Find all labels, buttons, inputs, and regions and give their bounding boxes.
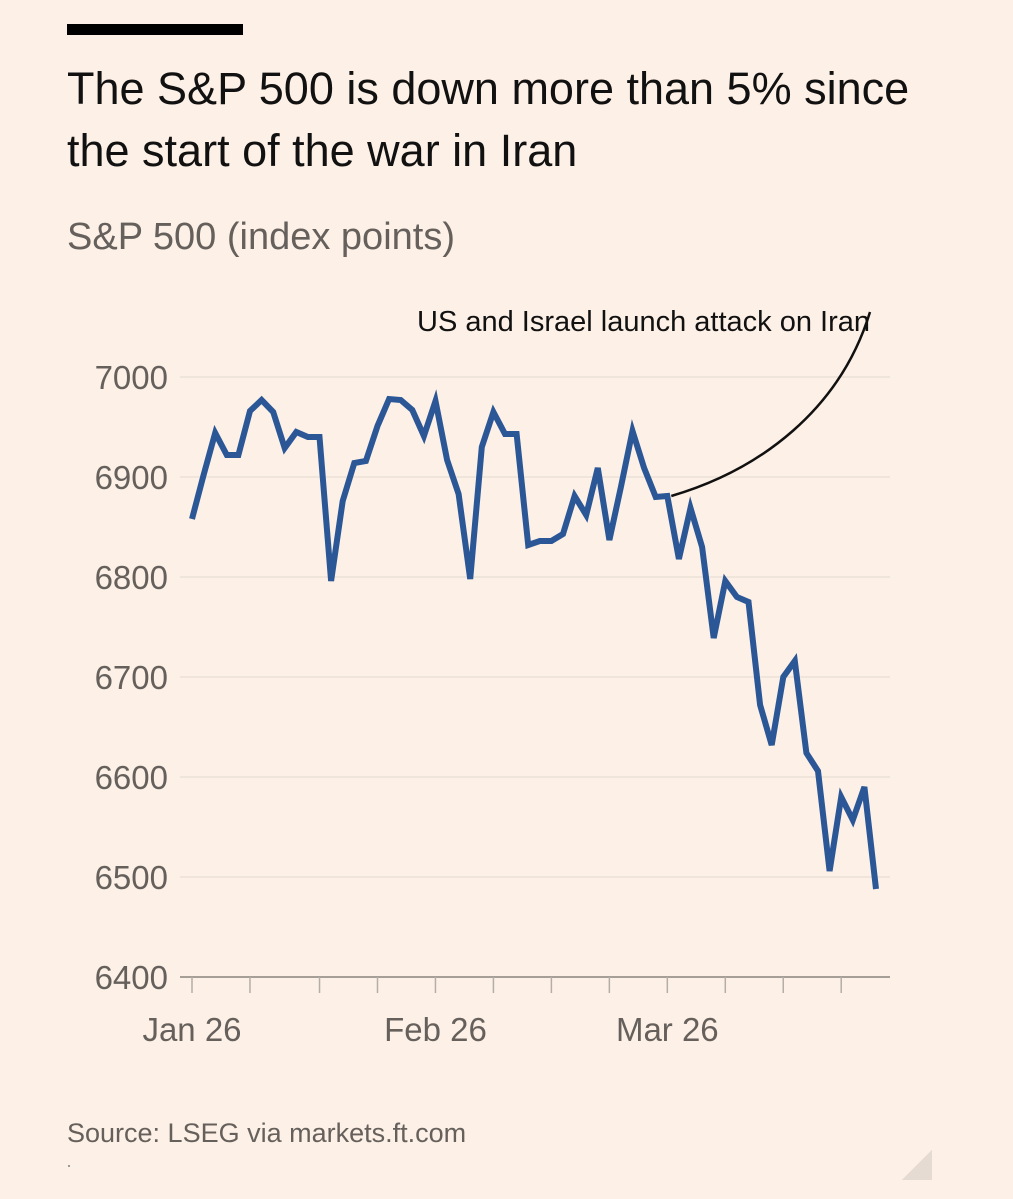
x-tick-label: Jan 26 xyxy=(142,1011,241,1048)
y-tick-label: 6700 xyxy=(95,659,168,696)
x-tick-label: Mar 26 xyxy=(616,1011,719,1048)
y-tick-label: 6900 xyxy=(95,459,168,496)
chart-subtitle: S&P 500 (index points) xyxy=(67,216,455,258)
brand-bar xyxy=(67,24,243,35)
y-tick-label: 6400 xyxy=(95,959,168,996)
source-note: Source: LSEG via markets.ft.com xyxy=(67,1118,467,1148)
sp500-series-line xyxy=(189,389,879,890)
y-tick-label: 7000 xyxy=(95,359,168,396)
annotation-label: US and Israel launch attack on Iran xyxy=(417,306,870,338)
x-tick-label: Feb 26 xyxy=(384,1011,487,1048)
y-tick-label: 6600 xyxy=(95,759,168,796)
annotation-leader-line xyxy=(670,311,872,498)
resize-grip-icon xyxy=(902,1150,932,1180)
chart-title: The S&P 500 is down more than 5% since t… xyxy=(67,63,910,176)
decorative-dot xyxy=(68,1165,70,1167)
line-chart: 7000 6900 6800 6700 6600 6500 6400 Jan 26 Feb 26… xyxy=(95,306,890,1048)
y-tick-label: 6500 xyxy=(95,859,168,896)
y-tick-label: 6800 xyxy=(95,559,168,596)
